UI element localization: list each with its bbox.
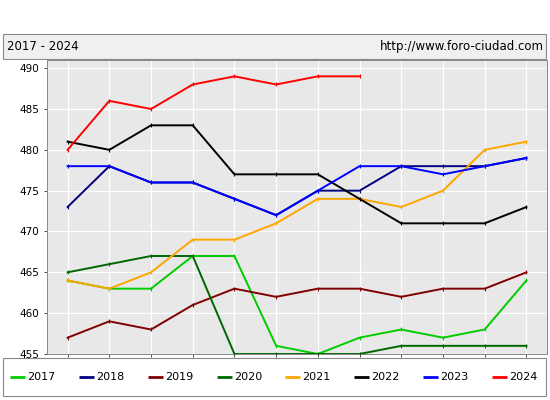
Text: 2023: 2023	[440, 372, 468, 382]
Text: 2021: 2021	[302, 372, 331, 382]
Text: 2024: 2024	[509, 372, 537, 382]
Text: 2020: 2020	[234, 372, 262, 382]
Text: Evolucion num de emigrantes en A Rúa: Evolucion num de emigrantes en A Rúa	[124, 8, 426, 24]
Text: 2018: 2018	[96, 372, 124, 382]
Text: 2017 - 2024: 2017 - 2024	[7, 40, 78, 53]
Text: 2019: 2019	[165, 372, 193, 382]
FancyBboxPatch shape	[3, 358, 546, 396]
FancyBboxPatch shape	[3, 34, 546, 59]
Text: 2022: 2022	[371, 372, 400, 382]
Text: 2017: 2017	[28, 372, 56, 382]
Text: http://www.foro-ciudad.com: http://www.foro-ciudad.com	[379, 40, 543, 53]
